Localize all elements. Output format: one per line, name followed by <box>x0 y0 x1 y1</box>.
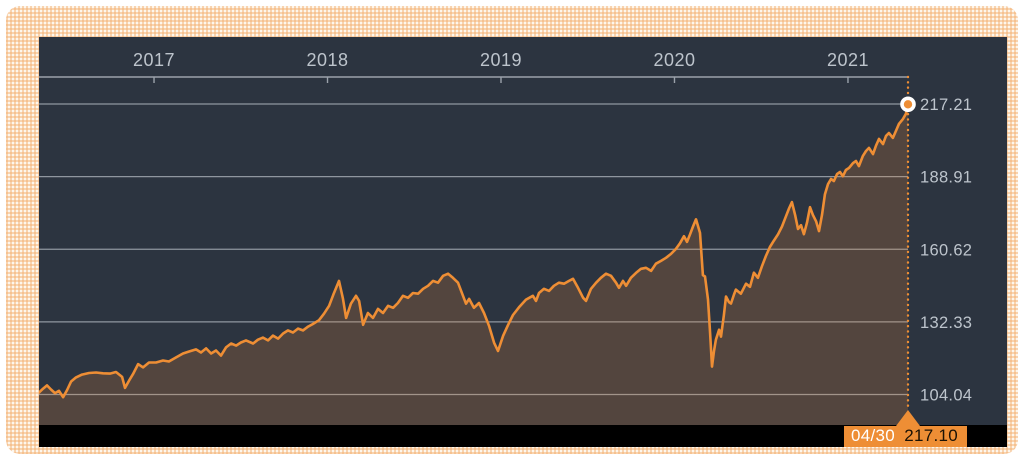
area-fill <box>39 104 908 426</box>
bottom-bar <box>39 425 1007 447</box>
crosshair-tooltip: 04/30 217.10 <box>844 426 967 447</box>
end-point-marker <box>900 96 916 113</box>
x-axis-label: 2019 <box>480 50 522 70</box>
y-axis-label: 132.33 <box>920 314 972 332</box>
x-axis-label: 2020 <box>653 50 695 70</box>
tooltip-value: 217.10 <box>904 426 958 445</box>
x-axis-label: 2017 <box>133 50 175 70</box>
patterned-border: 217.21 188.91 160.62 132.33 104.04 2017 2018 20… <box>6 6 1018 454</box>
x-axis-label: 2018 <box>306 50 348 70</box>
y-axis-label: 217.21 <box>920 96 972 114</box>
x-axis-label: 2021 <box>827 50 869 70</box>
price-line <box>39 103 910 399</box>
tooltip-date: 04/30 <box>851 426 896 445</box>
y-axis-label: 104.04 <box>920 387 972 405</box>
y-axis-label: 188.91 <box>920 169 972 187</box>
price-chart[interactable]: 217.21 188.91 160.62 132.33 104.04 2017 2018 20… <box>39 37 1007 447</box>
y-axis-label: 160.62 <box>920 241 972 259</box>
tooltip-pointer <box>896 410 920 426</box>
chart-panel: 217.21 188.91 160.62 132.33 104.04 2017 2018 20… <box>39 37 1007 447</box>
